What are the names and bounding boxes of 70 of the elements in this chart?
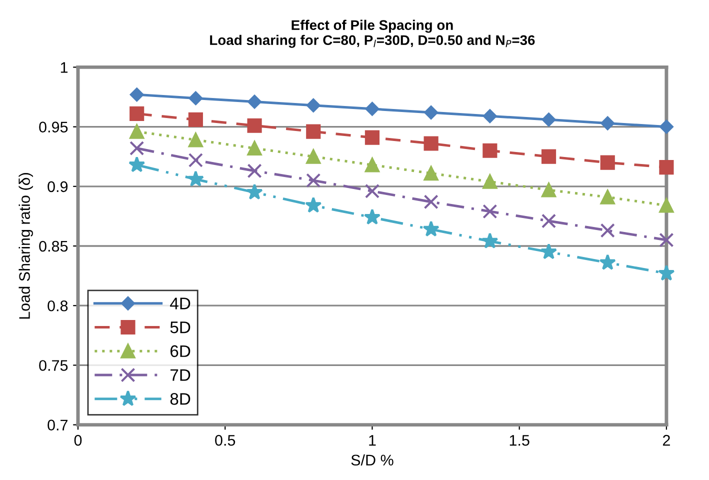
y-axis-title: Load Sharing ratio (δ) bbox=[18, 173, 33, 319]
y-tick-label: 0.95 bbox=[39, 122, 68, 132]
point bbox=[130, 88, 144, 102]
point bbox=[424, 194, 438, 210]
legend-label: 4D bbox=[170, 298, 190, 310]
point bbox=[600, 223, 615, 238]
point bbox=[424, 106, 438, 120]
point bbox=[482, 109, 497, 124]
y-tick-label: 0.8 bbox=[48, 300, 68, 312]
point bbox=[188, 112, 203, 127]
point bbox=[482, 232, 498, 248]
point bbox=[364, 158, 380, 172]
point bbox=[188, 132, 203, 148]
legend-label: 7D bbox=[170, 369, 190, 381]
point bbox=[540, 243, 558, 260]
y-tick-label: 0.7 bbox=[48, 420, 68, 430]
point bbox=[364, 184, 380, 198]
point bbox=[658, 264, 675, 281]
point bbox=[306, 149, 321, 164]
point bbox=[541, 214, 556, 228]
point bbox=[422, 220, 440, 237]
legend-label: 6D bbox=[170, 345, 190, 358]
point bbox=[247, 140, 262, 156]
point bbox=[246, 184, 263, 200]
point bbox=[130, 106, 144, 121]
point bbox=[659, 160, 674, 175]
point bbox=[306, 124, 321, 139]
legend-label: 8D bbox=[170, 393, 190, 405]
point bbox=[542, 112, 556, 127]
x-tick-label: 1.5 bbox=[510, 435, 530, 446]
point bbox=[130, 124, 144, 139]
point bbox=[482, 204, 498, 219]
point bbox=[600, 190, 615, 204]
point bbox=[128, 156, 146, 172]
y-tick-label: 0.9 bbox=[48, 181, 68, 192]
point bbox=[247, 118, 262, 133]
point bbox=[659, 198, 674, 213]
point bbox=[188, 152, 203, 168]
y-tick-label: 1 bbox=[60, 62, 68, 73]
point bbox=[305, 196, 322, 213]
x-tick-label: 0 bbox=[74, 434, 82, 446]
y-tick-label: 0.75 bbox=[39, 360, 68, 371]
point bbox=[659, 232, 674, 248]
x-axis-title: S/D % bbox=[351, 454, 394, 466]
point bbox=[482, 174, 498, 189]
point bbox=[541, 182, 556, 198]
point bbox=[306, 98, 320, 112]
point bbox=[599, 254, 616, 270]
point bbox=[364, 130, 380, 145]
x-tick-label: 0.5 bbox=[215, 434, 236, 446]
point bbox=[247, 164, 262, 178]
point bbox=[130, 140, 144, 156]
point bbox=[482, 143, 498, 158]
x-tick-label: 1 bbox=[369, 435, 376, 446]
legend-label: 5D bbox=[170, 322, 190, 334]
point bbox=[660, 120, 674, 134]
chart-title: Effect of Pile Spacing on Load sharing for C=80, P$_{l}$=30D, D=0.50 and N$_{P}$=36 bbox=[210, 20, 535, 48]
point bbox=[541, 149, 556, 164]
point bbox=[306, 173, 321, 188]
y-tick-label: 0.85 bbox=[39, 240, 68, 252]
point bbox=[600, 155, 615, 170]
point bbox=[600, 116, 615, 130]
point bbox=[248, 94, 262, 109]
point bbox=[187, 170, 204, 186]
point bbox=[424, 166, 438, 181]
point bbox=[188, 91, 203, 106]
point bbox=[364, 208, 381, 225]
point bbox=[424, 136, 438, 151]
point bbox=[365, 102, 380, 116]
x-tick-label: 2 bbox=[662, 434, 670, 446]
